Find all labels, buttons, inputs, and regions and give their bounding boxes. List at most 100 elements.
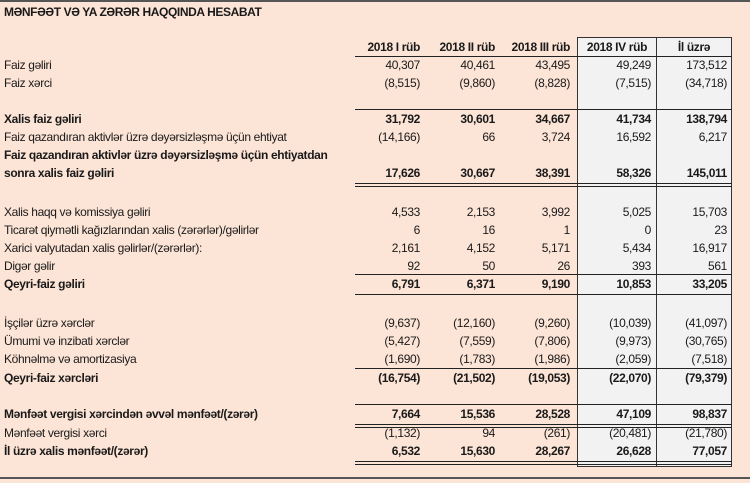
row-top-rule: [355, 274, 732, 275]
row-value: (9,260): [534, 316, 570, 330]
row-label: Mənfəət vergisi xərci: [4, 426, 107, 440]
row-value: 16,592: [616, 130, 651, 144]
row-value: 145,011: [686, 166, 728, 180]
row-value: (8,515): [384, 76, 420, 90]
row-value: (2,059): [615, 352, 651, 366]
row-value: (9,637): [384, 316, 420, 330]
table-row: Ticarət qiymətli kağızlarından xalis (zə…: [0, 221, 750, 239]
row-value: (8,828): [534, 76, 570, 90]
row-value: 16,917: [692, 241, 727, 255]
row-value: (16,754): [378, 371, 420, 385]
row-label: Xarici valyutadan xalis gəlirlər/(zərərl…: [4, 241, 203, 255]
row-label: Ümumi və inzibati xərclər: [4, 334, 130, 348]
row-value: 10,853: [616, 277, 651, 291]
row-value: 6,217: [698, 130, 728, 144]
row-value: 393: [632, 259, 651, 273]
row-value: (21,502): [453, 371, 495, 385]
row-value: (9,860): [459, 76, 495, 90]
row-value: 58,326: [616, 166, 651, 180]
row-label: Faiz qazandıran aktivlər üzrə dəyərsizlə…: [4, 148, 328, 162]
table-row: Qeyri-faiz gəliri 6,791 6,371 9,190 10,853 33…: [0, 275, 750, 293]
row-value: 5,434: [622, 241, 652, 255]
table-row: Ümumi və inzibati xərclər (5,427) (7,559) (…: [0, 332, 750, 350]
column-highlight-q4: [577, 37, 657, 467]
row-label: Xalis haqq və komissiya gəliri: [4, 205, 151, 219]
row-value: (1,986): [534, 352, 570, 366]
row-bottom-rule: [355, 183, 732, 187]
row-value: 50: [482, 259, 495, 273]
row-label: Qeyri-faiz gəliri: [4, 277, 85, 291]
row-value: (30,765): [685, 334, 727, 348]
row-label: Faiz qazandıran aktivlər üzrə dəyərsizlə…: [4, 130, 287, 144]
table-row: Faiz qazandıran aktivlər üzrə dəyərsizlə…: [0, 146, 750, 182]
row-label: İşçilər üzrə xərclər: [4, 316, 95, 330]
row-value: 2,153: [466, 205, 496, 219]
row-value: 6: [413, 223, 421, 237]
row-value: 561: [708, 259, 727, 273]
row-value: 34,667: [535, 112, 570, 126]
row-value: 1: [563, 223, 571, 237]
row-value: (1,783): [459, 352, 495, 366]
table-row: İl üzrə xalis mənfəət/(zərər) 6,532 15,630…: [0, 442, 750, 460]
row-value: (7,518): [691, 352, 727, 366]
row-top-rule: [355, 109, 732, 110]
row-bottom-rule: [355, 424, 732, 428]
row-label: Ticarət qiymətli kağızlarından xalis (zə…: [4, 223, 259, 237]
table-row: Köhnəlmə və amortizasiya (1,690) (1,783) (1…: [0, 350, 750, 368]
row-value: 4,533: [391, 205, 421, 219]
column-header: 2018 II rüb: [439, 40, 495, 54]
row-value: 26,628: [616, 444, 651, 458]
row-value: 41,734: [616, 112, 651, 126]
header-underline: [355, 56, 732, 57]
row-value: (41,097): [685, 316, 727, 330]
row-value: (1,690): [384, 352, 420, 366]
table-row: Xalis faiz gəliri 31,792 30,601 34,667 41,73…: [0, 110, 750, 128]
row-value: 40,461: [460, 58, 495, 72]
row-value: 173,512: [686, 58, 727, 72]
row-value: 23: [714, 223, 727, 237]
row-value: (14,166): [378, 130, 420, 144]
row-value: 4,152: [466, 241, 496, 255]
table-row: Digər gəlir 92 50 26 393 561: [0, 257, 750, 275]
row-value: 26: [557, 259, 570, 273]
row-value: 15,536: [460, 407, 495, 421]
row-value: (7,559): [459, 334, 495, 348]
row-value: 77,057: [692, 444, 727, 458]
row-label: İl üzrə xalis mənfəət/(zərər): [4, 444, 148, 458]
row-value: 30,667: [460, 166, 495, 180]
row-value: 33,205: [692, 277, 727, 291]
row-value: (79,379): [685, 371, 727, 385]
table-row: Qeyri-faiz xərcləri (16,754) (21,502) (19,0…: [0, 369, 750, 387]
column-highlight-year: [656, 37, 732, 467]
row-top-rule: [355, 404, 732, 405]
row-value: 28,267: [535, 444, 570, 458]
row-value: 3,992: [541, 205, 571, 219]
column-header: 2018 I rüb: [367, 40, 420, 54]
row-value: (261): [543, 426, 571, 440]
table-row: Faiz qazandıran aktivlər üzrə dəyərsizlə…: [0, 128, 750, 146]
row-value: 0: [644, 223, 652, 237]
row-value: 138,794: [686, 112, 727, 126]
row-value: 66: [482, 130, 495, 144]
bottom-border: [0, 477, 750, 479]
row-value: 6,532: [391, 444, 421, 458]
row-label: Faiz xərci: [4, 76, 52, 90]
table-row: Faiz gəliri 40,307 40,461 43,495 49,249 173,5…: [0, 56, 750, 74]
row-value: 5,171: [541, 241, 571, 255]
row-value: 6,371: [466, 277, 496, 291]
row-value: (12,160): [453, 316, 495, 330]
row-value: 6,791: [391, 277, 421, 291]
row-label: Mənfəət vergisi xərcindən əvvəl mənfəət/…: [4, 407, 258, 421]
row-label: Köhnəlmə və amortizasiya: [4, 352, 137, 366]
row-label: Qeyri-faiz xərcləri: [4, 371, 99, 385]
row-value: 17,626: [385, 166, 420, 180]
row-value: (9,973): [615, 334, 651, 348]
row-value: (5,427): [384, 334, 420, 348]
row-label: Faiz gəliri: [4, 58, 52, 72]
row-label: Xalis faiz gəliri: [4, 112, 82, 126]
top-border: [0, 0, 750, 2]
row-value: 7,664: [391, 407, 421, 421]
row-value: 47,109: [616, 407, 651, 421]
row-bottom-rule: [355, 461, 732, 465]
row-top-rule: [355, 368, 732, 369]
